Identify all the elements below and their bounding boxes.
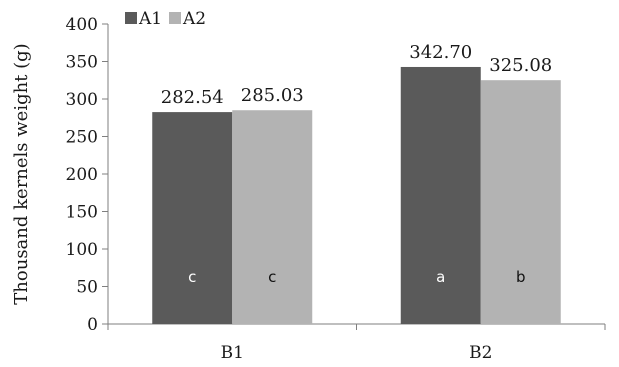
bars: 282.54 c 285.03 c 342.70 a 325.08 b	[152, 42, 561, 324]
legend-label: A1	[138, 9, 162, 29]
bar-value-label: 325.08	[489, 55, 552, 76]
x-tick-label: B2	[469, 343, 492, 363]
y-tick-label: 300	[66, 90, 98, 110]
bar-value-label: 285.03	[241, 85, 304, 106]
bar-a1-b1	[152, 112, 233, 324]
significance-letter: c	[188, 268, 196, 286]
y-tick-label: 250	[66, 128, 98, 148]
x-tick-label: B1	[221, 343, 244, 363]
y-tick-label: 0	[87, 315, 98, 335]
bar-a1-b2	[400, 66, 481, 324]
y-tick-label: 200	[66, 165, 98, 185]
bar-value-label: 342.70	[409, 42, 472, 63]
y-tick-label: 350	[66, 53, 98, 73]
x-axis: B1 B2	[107, 323, 606, 363]
significance-letter: b	[516, 268, 526, 286]
significance-letter: c	[268, 268, 276, 286]
y-tick-label: 150	[66, 203, 98, 223]
legend-swatch-a1	[125, 12, 137, 24]
y-tick-label: 100	[66, 240, 98, 260]
y-axis: 0 50 100 150 200 250 300 350 400	[66, 15, 109, 335]
y-axis-label: Thousand kernels weight (g)	[11, 43, 32, 304]
bar-value-label: 282.54	[161, 87, 224, 108]
y-tick-label: 400	[66, 15, 98, 35]
legend-label: A2	[182, 9, 206, 29]
y-tick-label: 50	[76, 278, 98, 298]
legend: A1 A2	[125, 9, 206, 29]
legend-swatch-a2	[169, 12, 181, 24]
bar-a2-b2	[480, 80, 561, 324]
bar-a2-b1	[232, 110, 313, 324]
significance-letter: a	[436, 268, 445, 286]
